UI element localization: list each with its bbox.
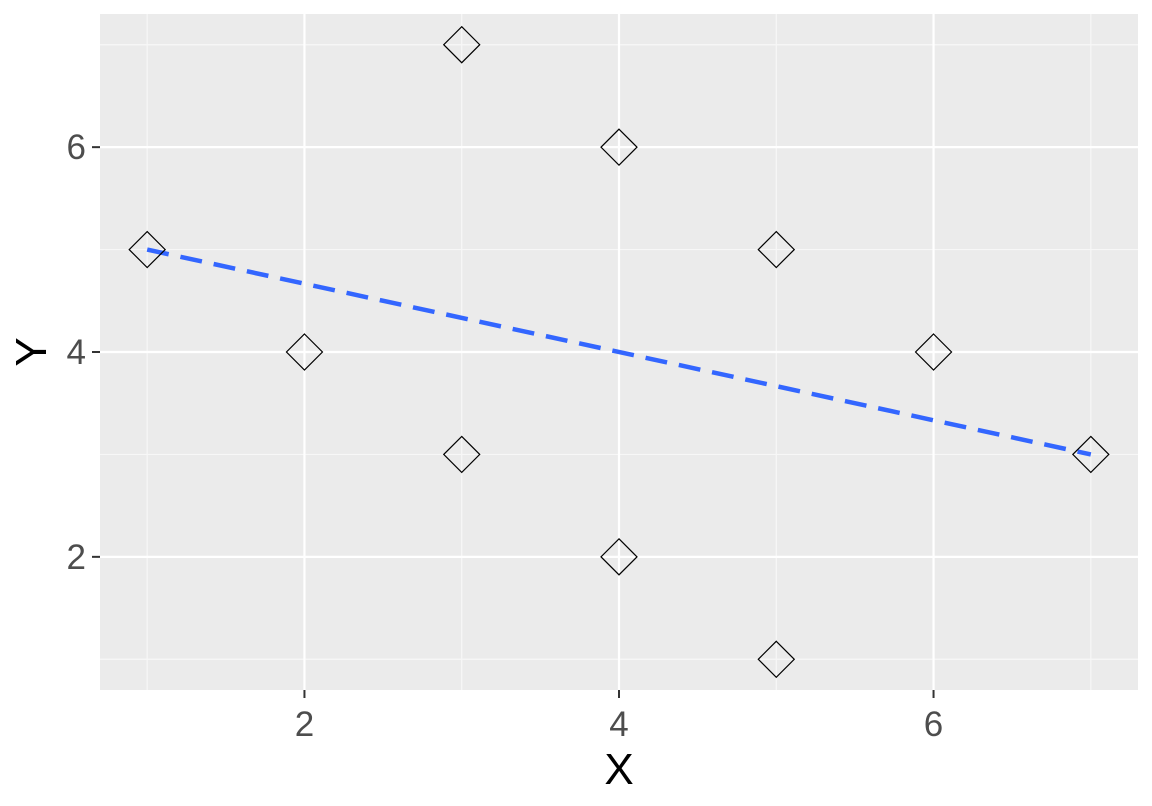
data-point (442, 25, 481, 64)
data-point (757, 230, 796, 269)
y-tick-label: 4 (67, 333, 86, 372)
x-tick-label: 2 (295, 705, 314, 744)
x-axis-title: X (604, 745, 633, 794)
data-points (128, 25, 1110, 679)
data-point (757, 640, 796, 679)
y-axis-title: Y (7, 337, 56, 366)
data-point (128, 230, 167, 269)
data-point (1071, 435, 1110, 474)
y-tick-label: 6 (67, 128, 86, 167)
x-tick-label: 6 (924, 705, 943, 744)
x-tick-label: 4 (609, 705, 628, 744)
data-point (285, 333, 324, 371)
y-axis: 2 4 6 (67, 128, 100, 577)
data-point (442, 435, 481, 474)
trend-line-group (146, 247, 1092, 457)
data-point (914, 333, 953, 371)
y-tick-label: 2 (67, 538, 86, 577)
x-axis: 2 4 6 (295, 690, 943, 744)
data-point (600, 128, 638, 167)
trend-line (146, 247, 1092, 457)
data-point (600, 537, 638, 576)
